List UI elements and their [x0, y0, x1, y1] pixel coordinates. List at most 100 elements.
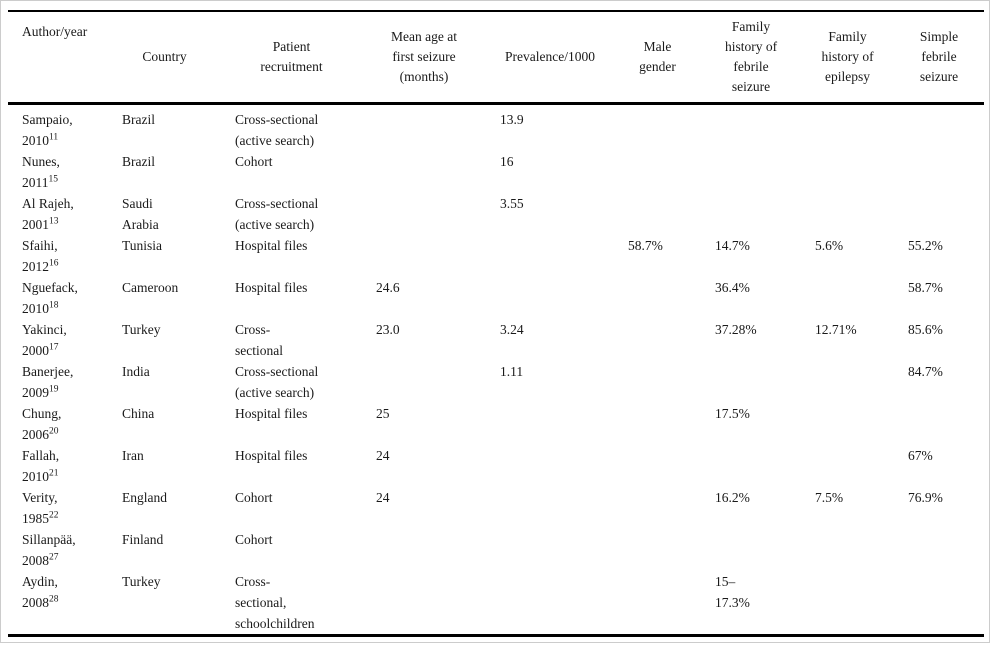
cell-male [614, 193, 701, 235]
cell-prevalence [486, 529, 614, 571]
author-name: Nunes, [22, 154, 60, 169]
reference-superscript: 21 [49, 468, 59, 479]
cell-prevalence: 1.11 [500, 364, 524, 379]
cell-recruitment: Cohort [235, 490, 273, 505]
cell-recruitment: Cross- sectional [235, 322, 283, 358]
year-text: 2008 [22, 595, 49, 610]
cell-mean_age: 23.0 [376, 322, 400, 337]
cell-fh_febrile: 15– 17.3% [715, 574, 750, 610]
cell-fh_febrile: 36.4% [715, 280, 750, 295]
cell-recruitment: Cross-sectional (active search) [235, 112, 319, 148]
table-row: Verity, 198522 England Cohort 24 16.2% 7.5% 76.… [8, 487, 984, 529]
cell-author: Sillanpää, 200827 [8, 529, 108, 571]
table-row: Al Rajeh, 200113 Saudi Arabia Cross-section… [8, 193, 984, 235]
cell-prevalence [486, 487, 614, 529]
cell-mean_age: 24 [376, 448, 390, 463]
cell-simple: 67% [908, 448, 933, 463]
studies-table: Author/year Country Patient recruitment Mea… [8, 10, 984, 637]
cell-fh_febrile: 37.28% [715, 322, 757, 337]
cell-simple [894, 151, 984, 193]
year-text: 2012 [22, 259, 49, 274]
cell-fh_epilepsy: 7.5% [815, 490, 844, 505]
column-header-recruitment: Patient recruitment [221, 11, 362, 105]
column-header-author: Author/year [8, 11, 108, 105]
author-year-line: 200017 [22, 340, 104, 361]
cell-simple: 58.7% [908, 280, 943, 295]
reference-superscript: 27 [49, 552, 59, 563]
cell-author: Verity, 198522 [8, 487, 108, 529]
cell-recruitment: Hospital files [235, 448, 308, 463]
table-body: Sampaio, 201011 Brazil Cross-sectional (act… [8, 104, 984, 636]
cell-mean_age [362, 235, 486, 277]
table-row: Fallah, 201021 Iran Hospital files 24 67% [8, 445, 984, 487]
reference-superscript: 19 [49, 384, 59, 395]
cell-fh_febrile: 16.2% [715, 490, 750, 505]
cell-simple [894, 104, 984, 152]
cell-country: China [122, 406, 155, 421]
author-year-line: 201018 [22, 298, 104, 319]
cell-author: Chung, 200620 [8, 403, 108, 445]
cell-prevalence: 3.55 [500, 196, 524, 211]
cell-fh_epilepsy [801, 403, 894, 445]
table-row: Nguefack, 201018 Cameroon Hospital files 24.… [8, 277, 984, 319]
year-text: 2000 [22, 343, 49, 358]
cell-male [614, 277, 701, 319]
cell-author: Yakinci, 200017 [8, 319, 108, 361]
author-year-line: 200828 [22, 592, 104, 613]
author-year-line: 198522 [22, 508, 104, 529]
cell-country: India [122, 364, 150, 379]
cell-prevalence [486, 235, 614, 277]
cell-simple: 55.2% [908, 238, 943, 253]
cell-fh_febrile [701, 104, 801, 152]
cell-prevalence: 13.9 [500, 112, 524, 127]
cell-mean_age: 24 [376, 490, 390, 505]
cell-author: Aydin, 200828 [8, 571, 108, 636]
cell-author: Sfaihi, 201216 [8, 235, 108, 277]
cell-fh_epilepsy: 12.71% [815, 322, 857, 337]
cell-fh_febrile [701, 445, 801, 487]
reference-superscript: 16 [49, 258, 59, 269]
reference-superscript: 22 [49, 510, 59, 521]
cell-prevalence: 3.24 [500, 322, 524, 337]
year-text: 1985 [22, 511, 49, 526]
cell-simple [894, 529, 984, 571]
author-name: Verity, [22, 490, 58, 505]
cell-author: Banerjee, 200919 [8, 361, 108, 403]
cell-author: Fallah, 201021 [8, 445, 108, 487]
author-name: Aydin, [22, 574, 58, 589]
cell-simple: 84.7% [908, 364, 943, 379]
cell-male [614, 104, 701, 152]
author-name: Banerjee, [22, 364, 74, 379]
column-header-fh_febrile: Family history of febrile seizure [701, 11, 801, 105]
author-name: Yakinci, [22, 322, 67, 337]
author-year-line: 201216 [22, 256, 104, 277]
cell-male [614, 571, 701, 636]
cell-recruitment: Cohort [235, 532, 273, 547]
cell-country: Turkey [122, 322, 161, 337]
cell-country: Brazil [122, 154, 155, 169]
cell-recruitment: Hospital files [235, 406, 308, 421]
cell-mean_age [362, 104, 486, 152]
year-text: 2010 [22, 469, 49, 484]
cell-male [614, 403, 701, 445]
cell-recruitment: Hospital files [235, 238, 308, 253]
cell-country: Turkey [122, 574, 161, 589]
cell-recruitment: Cohort [235, 154, 273, 169]
cell-author: Sampaio, 201011 [8, 104, 108, 152]
reference-superscript: 20 [49, 426, 59, 437]
cell-country: Iran [122, 448, 144, 463]
year-text: 2008 [22, 553, 49, 568]
cell-male [614, 487, 701, 529]
cell-fh_febrile [701, 361, 801, 403]
cell-mean_age [362, 571, 486, 636]
author-year-line: 200113 [22, 214, 104, 235]
author-name: Chung, [22, 406, 62, 421]
reference-superscript: 13 [49, 216, 59, 227]
cell-fh_epilepsy [801, 104, 894, 152]
table-row: Banerjee, 200919 India Cross-sectional (act… [8, 361, 984, 403]
author-year-line: 201115 [22, 172, 104, 193]
header-row: Author/year Country Patient recruitment Mea… [8, 11, 984, 105]
author-year-line: 201021 [22, 466, 104, 487]
reference-superscript: 11 [49, 132, 59, 143]
